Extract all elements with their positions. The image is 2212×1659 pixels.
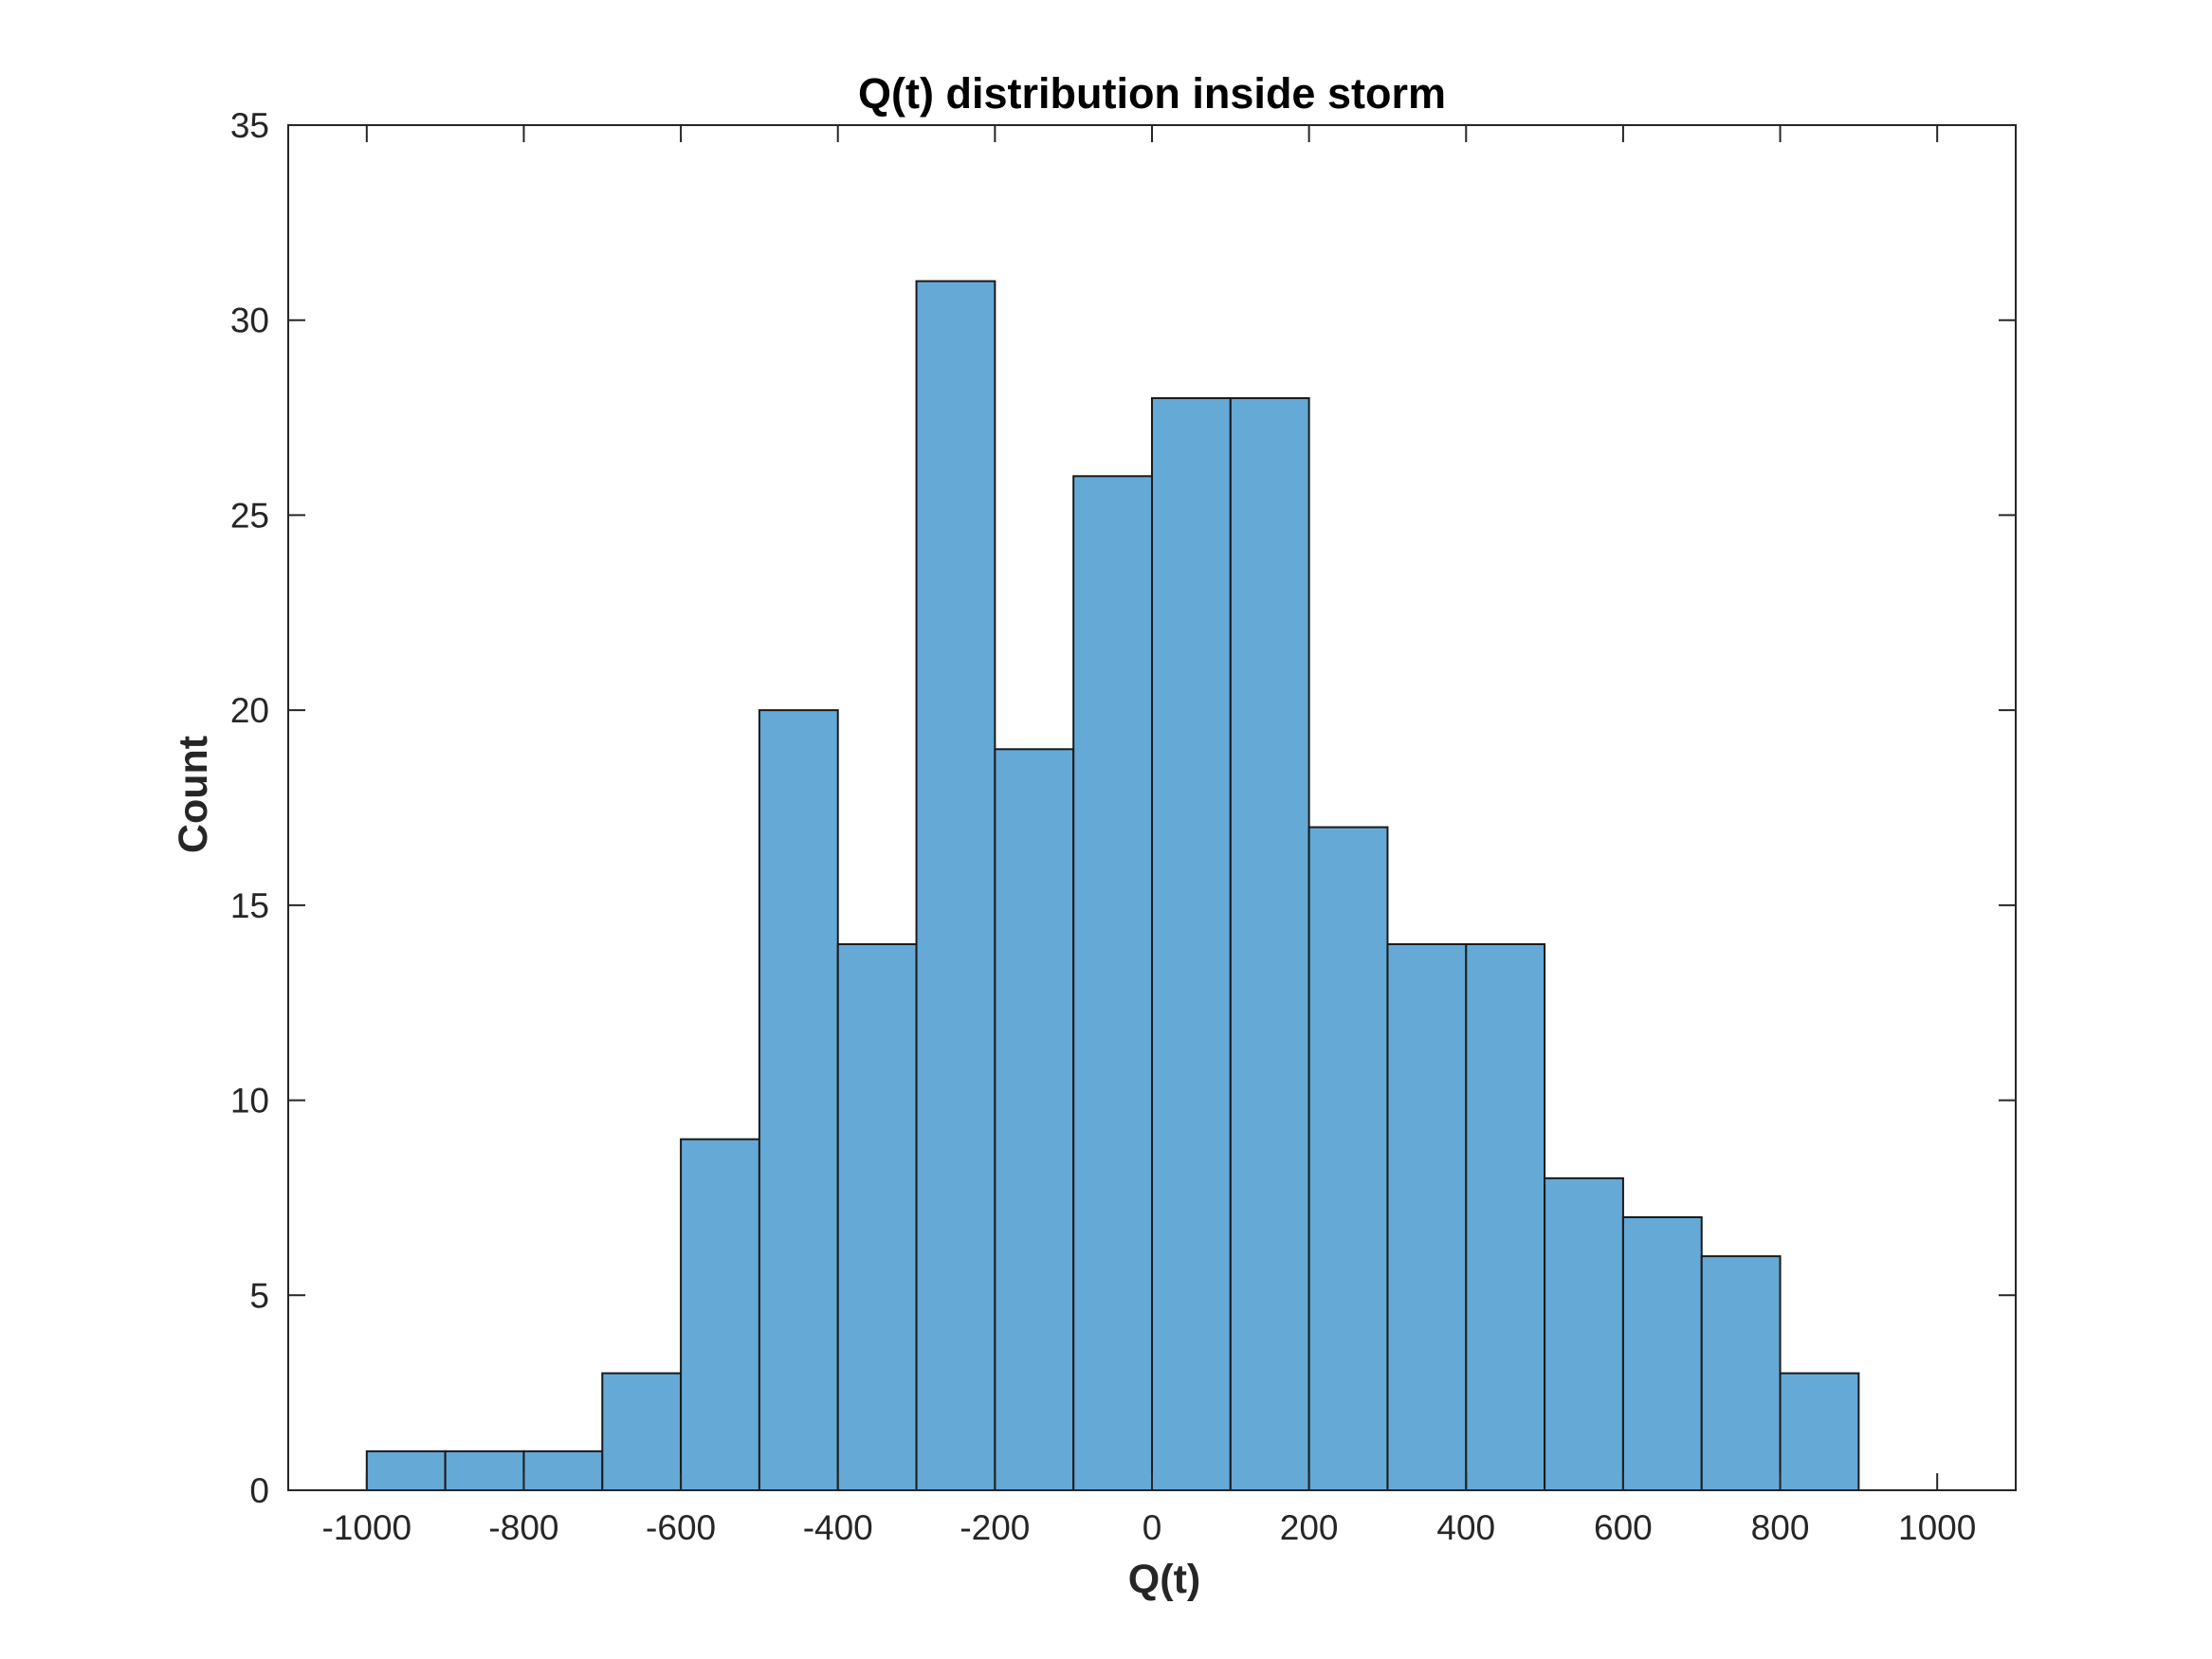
y-axis-label: Count: [171, 736, 216, 853]
histogram-bar: [994, 748, 1075, 1491]
histogram-bar: [836, 943, 918, 1491]
x-tick-label: -800: [488, 1508, 558, 1547]
histogram-bar: [1544, 1176, 1624, 1492]
y-tick-label: 25: [230, 496, 269, 535]
histogram-bar: [1229, 397, 1310, 1491]
histogram-bar: [1386, 943, 1468, 1491]
histogram-bar: [915, 280, 996, 1492]
y-tick-label: 30: [230, 301, 269, 340]
x-tick-label: 600: [1594, 1508, 1653, 1547]
y-tick-label: 10: [230, 1082, 269, 1121]
histogram-bar: [1621, 1216, 1703, 1491]
x-tick-label: -600: [646, 1508, 716, 1547]
x-tick-label: -400: [803, 1508, 873, 1547]
x-tick-labels: -1000 -800 -600 -400 -200 0 200 400 600 800 1000: [321, 1508, 1976, 1547]
histogram-bar: [758, 709, 839, 1491]
y-tick-label: 15: [230, 886, 269, 925]
axes-box: [287, 124, 2017, 1491]
histogram-bar: [365, 1449, 447, 1492]
x-tick-label: 1000: [1898, 1508, 1976, 1547]
histogram-bar: [1700, 1255, 1782, 1491]
bars-group: [365, 280, 1860, 1492]
histogram-bar: [1072, 475, 1153, 1491]
x-tick-label: -1000: [321, 1508, 411, 1547]
histogram-bar: [1307, 826, 1389, 1491]
histogram-bar: [1465, 943, 1546, 1491]
x-tick-label: 200: [1280, 1508, 1339, 1547]
y-tick-label: 5: [249, 1276, 269, 1315]
histogram-bar: [522, 1449, 604, 1492]
x-tick-label: -200: [960, 1508, 1030, 1547]
y-tick-label: 0: [249, 1471, 269, 1510]
y-tick-label: 35: [230, 106, 269, 145]
y-tick-labels: 0 5 10 15 20 25 30 35: [230, 106, 269, 1510]
histogram-bar: [680, 1138, 760, 1491]
x-tick-label: 800: [1751, 1508, 1810, 1547]
histogram-bar: [1151, 397, 1232, 1491]
y-tick-label: 20: [230, 691, 269, 730]
histogram-bar: [444, 1449, 525, 1492]
x-tick-label: 0: [1143, 1508, 1162, 1547]
x-axis-label: Q(t): [1128, 1557, 1200, 1602]
chart-title: Q(t) distribution inside storm: [858, 69, 1446, 118]
x-tick-label: 400: [1436, 1508, 1495, 1547]
histogram-bar: [1779, 1372, 1860, 1491]
histogram-bar: [601, 1372, 683, 1491]
